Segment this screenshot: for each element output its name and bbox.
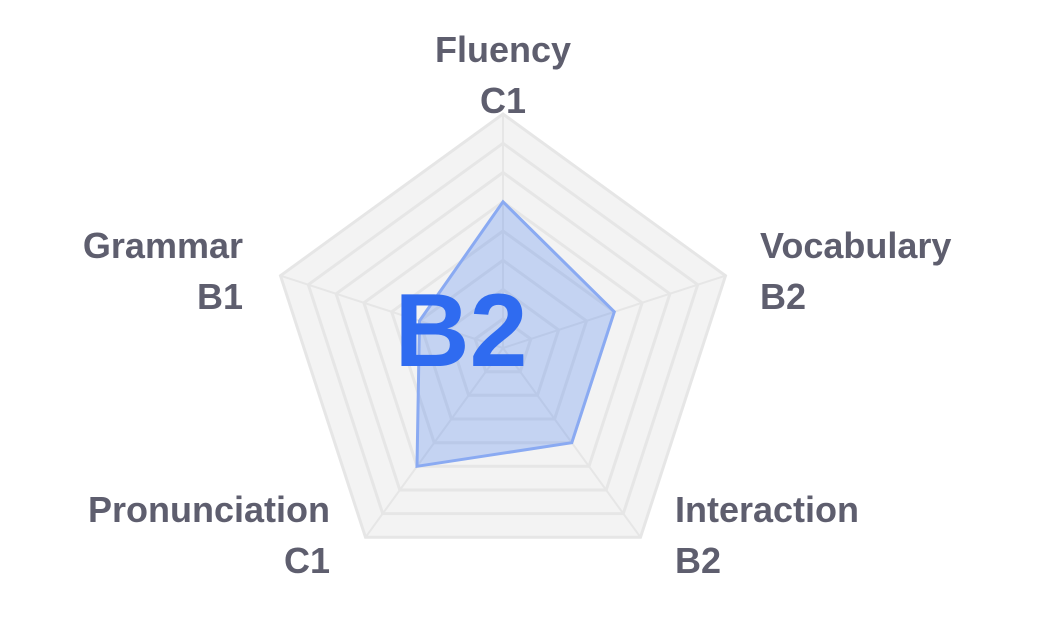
grid-ring <box>417 258 589 421</box>
grid-ring <box>445 287 561 397</box>
grid-ring <box>334 170 672 492</box>
axis-name-vocabulary: Vocabulary <box>760 225 951 266</box>
axis-level-grammar: B1 <box>197 276 243 317</box>
axis-level-fluency: C1 <box>480 80 526 121</box>
grid-ring <box>389 229 617 445</box>
overall-level-label: B2 <box>395 273 528 389</box>
axis-name-grammar: Grammar <box>83 225 243 266</box>
axis-labels: Fluency C1 Vocabulary B2 Interaction B2 Pronun… <box>83 29 952 581</box>
axis-level-vocabulary: B2 <box>760 276 806 317</box>
axis-level-interaction: B2 <box>675 540 721 581</box>
skill-area-polygon <box>415 199 617 469</box>
axis-level-pronunciation: C1 <box>284 540 330 581</box>
spoke-pronunciation <box>364 347 504 538</box>
axis-name-pronunciation: Pronunciation <box>88 489 330 530</box>
grid-ring <box>362 199 644 468</box>
grid-ring <box>306 141 700 516</box>
axis-name-interaction: Interaction <box>675 489 859 530</box>
axis-name-fluency: Fluency <box>435 29 571 70</box>
grid-ring <box>473 316 533 374</box>
spoke-grammar <box>280 274 504 349</box>
